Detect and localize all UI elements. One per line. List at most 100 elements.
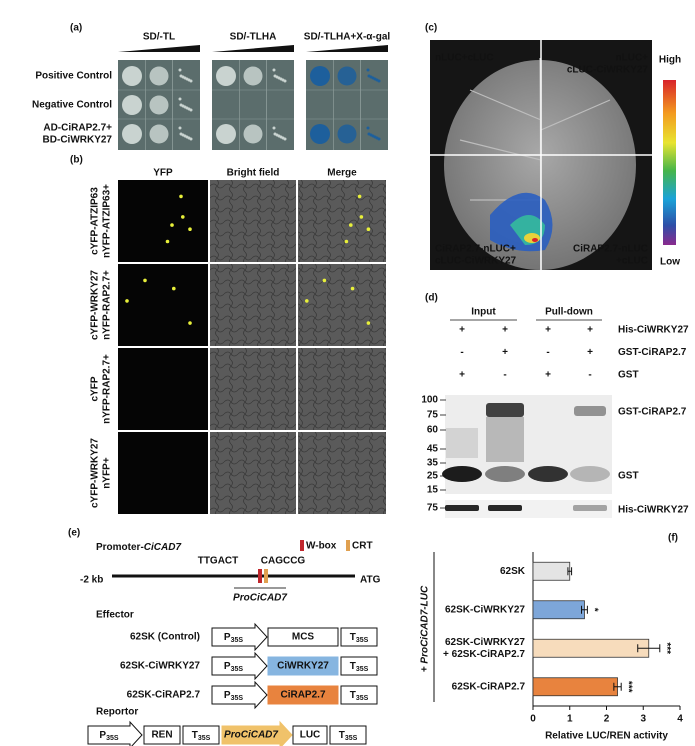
- band-label: GST-CiRAP2.7: [618, 407, 687, 418]
- band-label: GST: [618, 471, 639, 482]
- colony: [272, 126, 276, 130]
- yfp-signal: [165, 239, 170, 244]
- colony: [178, 97, 182, 101]
- terminator-box: [340, 627, 378, 647]
- micrograph: [118, 432, 208, 514]
- terminator-box-label: T35S: [339, 730, 358, 742]
- yfp-signal: [188, 227, 192, 231]
- yfp-signal: [322, 278, 327, 283]
- motif-label: CAGCCG: [261, 556, 306, 567]
- lane-sign: +: [587, 347, 593, 358]
- yfp-signal: [125, 299, 129, 303]
- row-label: GST: [618, 370, 639, 381]
- blot: [445, 500, 612, 518]
- dilution-wedge: [212, 45, 294, 52]
- quadrant-label: nLUC+: [616, 53, 649, 64]
- colony: [367, 132, 371, 136]
- y-tick-label: + 62SK-CiRAP2.7: [443, 649, 525, 660]
- colony: [149, 124, 169, 144]
- colony: [149, 66, 169, 86]
- legend-swatch: [346, 540, 350, 551]
- legend-label: CRT: [352, 541, 373, 552]
- promoter-box: [221, 720, 293, 746]
- colony: [310, 66, 330, 86]
- blot-band: [574, 406, 606, 416]
- colony: [216, 66, 236, 86]
- yfp-signal: [143, 278, 147, 283]
- scale-label: Low: [660, 257, 680, 268]
- box-sub: 35S: [231, 695, 244, 702]
- dilution-wedge: [306, 45, 388, 52]
- row-label: His-CiWRKY27: [618, 325, 689, 336]
- mw-marker: 45: [427, 444, 439, 455]
- error-bar: [567, 567, 573, 576]
- colony: [366, 126, 370, 130]
- row-label: cYFP-WRKY27: [90, 438, 101, 508]
- bar: [532, 677, 618, 697]
- colony: [337, 124, 357, 144]
- colony: [122, 124, 142, 144]
- mw-marker: 75: [427, 410, 439, 421]
- promoter-box: [211, 651, 268, 681]
- row-label: nYFP-ATZIP63+: [102, 184, 113, 258]
- box-sub: 35S: [106, 735, 119, 742]
- row-label: nYFP-RAP2.7+: [102, 270, 113, 340]
- blot-band: [442, 466, 482, 482]
- colony: [243, 66, 263, 86]
- row-label: GST-CiRAP2.7: [618, 347, 687, 358]
- colony: [272, 68, 276, 72]
- motif-label: TTGACT: [198, 556, 239, 567]
- colony: [367, 74, 371, 78]
- dilution-wedge: [118, 45, 200, 52]
- title-gene: CiCAD7: [144, 542, 182, 553]
- reporter-box-label: LUC: [300, 730, 321, 741]
- colony: [122, 66, 142, 86]
- box-sub: 35S: [356, 695, 369, 702]
- quadrant-label: CiRAP2.7-nLUC+: [435, 244, 516, 255]
- x-tick-label: 0: [530, 714, 536, 725]
- section-heading: Reportor: [96, 707, 138, 718]
- box-main: T: [192, 730, 198, 741]
- micrograph: [210, 180, 296, 262]
- lane-sign: +: [545, 325, 551, 336]
- box-main: P: [99, 730, 106, 741]
- mw-marker: 15: [427, 485, 439, 496]
- cds-box-label: CiWRKY27: [277, 661, 329, 672]
- lane-sign: -: [460, 347, 463, 358]
- lane-sign: -: [546, 347, 549, 358]
- promoter-box-label: P35S: [224, 661, 243, 673]
- lane-sign: -: [588, 370, 591, 381]
- effector-name: 62SK-CiWRKY27: [120, 661, 200, 672]
- box-sub: 35S: [345, 735, 358, 742]
- quadrant-label: cLUC-CiWRKY27: [567, 65, 649, 76]
- y-axis-label: + ProCiCAD7-LUC: [420, 585, 431, 672]
- quadrant-label: +cLUC: [616, 256, 648, 267]
- cds-box: [267, 685, 339, 705]
- medium-label: SD/-TLHA: [230, 32, 277, 43]
- lane-sign: +: [459, 370, 465, 381]
- quadrant-label: CiRAP2.7-nLUC: [573, 244, 648, 255]
- promoter-box-label: P35S: [224, 632, 243, 644]
- error-bar: [581, 605, 588, 614]
- promoter-end: ATG: [360, 575, 381, 586]
- significance-label: ***: [661, 642, 672, 654]
- bar: [532, 638, 650, 658]
- x-tick-label: 4: [677, 714, 683, 725]
- terminator-box-label: T35S: [350, 661, 369, 673]
- error-bar: [637, 644, 661, 653]
- blot-band: [528, 466, 568, 482]
- terminator-box-label: T35S: [350, 632, 369, 644]
- scale-label: High: [659, 55, 681, 66]
- terminator-box-label: T35S: [192, 730, 211, 742]
- x-axis-label: Relative LUC/REN activity: [545, 731, 668, 742]
- yfp-signal: [349, 223, 353, 227]
- blot-smear: [486, 417, 524, 462]
- box-sub: 35S: [231, 637, 244, 644]
- terminator-box: [182, 725, 220, 745]
- cds-box: [267, 627, 339, 647]
- row-label: Negative Control: [32, 100, 112, 111]
- colony: [273, 74, 277, 78]
- micrograph: [118, 180, 208, 262]
- panel-label: (e): [68, 528, 80, 539]
